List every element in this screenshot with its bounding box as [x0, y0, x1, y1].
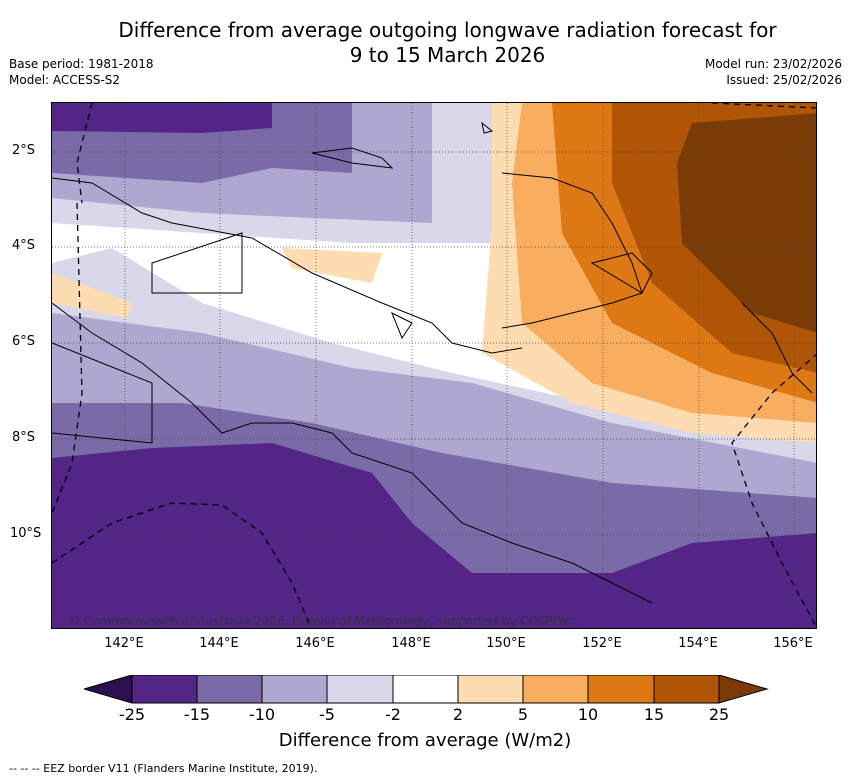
lon-label-152e: 152°E [582, 636, 622, 651]
band-pos-small-patch [282, 248, 382, 283]
colorbar-swatch-6 [457, 675, 524, 704]
colorbar-swatch-9 [653, 675, 720, 704]
eez-borders [52, 103, 816, 628]
map-canvas [52, 103, 816, 628]
lon-label-156e: 156°E [773, 636, 813, 651]
meta-right: Model run: 23/02/2026 Issued: 25/02/2026 [705, 56, 842, 88]
lon-label-146e: 146°E [295, 636, 335, 651]
colorbar-label: 2 [452, 705, 464, 724]
colorbar-label: -25 [118, 705, 146, 724]
colorbar-swatch-4 [326, 675, 394, 704]
colorbar-label: -2 [385, 705, 401, 724]
band-neg-15-25-north [52, 103, 272, 133]
colorbar-swatch-7 [522, 675, 589, 704]
band-neg-15-25-south [52, 443, 816, 628]
issued-date: Issued: 25/02/2026 [726, 73, 842, 87]
colorbar-label: -5 [319, 705, 335, 724]
lon-label-150e: 150°E [486, 636, 526, 651]
colorbar-title: Difference from average (W/m2) [278, 730, 572, 751]
lat-label-10s: 10°S [10, 526, 42, 541]
lon-label-142e: 142°E [104, 636, 144, 651]
lat-label-6s: 6°S [12, 334, 36, 349]
anomaly-map [51, 102, 817, 629]
copyright-notice: © Commonwealth of Australia 2026, Bureau… [68, 614, 574, 628]
colorbar-swatch-2 [196, 675, 263, 704]
colorbar-label: -15 [183, 705, 211, 724]
colorbar-label: -10 [248, 705, 276, 724]
model-name: Model: ACCESS-S2 [9, 73, 121, 87]
colorbar-swatch-5 [392, 675, 459, 704]
lat-label-4s: 4°S [12, 238, 36, 253]
model-run: Model run: 23/02/2026 [704, 57, 842, 71]
colorbar [84, 675, 769, 704]
colorbar-swatch-8 [587, 675, 655, 704]
band-pos-over-25 [677, 113, 816, 333]
lon-label-148e: 148°E [391, 636, 431, 651]
base-period: Base period: 1981-2018 [9, 57, 154, 71]
colorbar-extend-low [84, 675, 133, 704]
gridlines [52, 103, 816, 628]
lon-label-144e: 144°E [199, 636, 239, 651]
colorbar-swatch-3 [261, 675, 328, 704]
colorbar-label: 15 [643, 705, 665, 724]
band-pos-west-patch [52, 273, 132, 318]
lon-label-154e: 154°E [678, 636, 718, 651]
title-line-2: 9 to 15 March 2026 [349, 43, 546, 67]
chart-title: Difference from average outgoing longwav… [90, 18, 805, 68]
colorbar-label: 25 [708, 705, 730, 724]
colorbar-swatch-1 [131, 675, 198, 704]
title-line-1: Difference from average outgoing longwav… [118, 18, 777, 42]
lat-label-2s: 2°S [12, 143, 36, 158]
colorbar-extend-high [718, 675, 769, 704]
footnote: -- -- -- EEZ border V11 (Flanders Marine… [9, 762, 318, 775]
meta-left: Base period: 1981-2018 Model: ACCESS-S2 [9, 56, 154, 88]
lat-label-8s: 8°S [12, 430, 36, 445]
colorbar-label: 5 [517, 705, 529, 724]
colorbar-label: 10 [577, 705, 599, 724]
coastlines [52, 121, 813, 604]
